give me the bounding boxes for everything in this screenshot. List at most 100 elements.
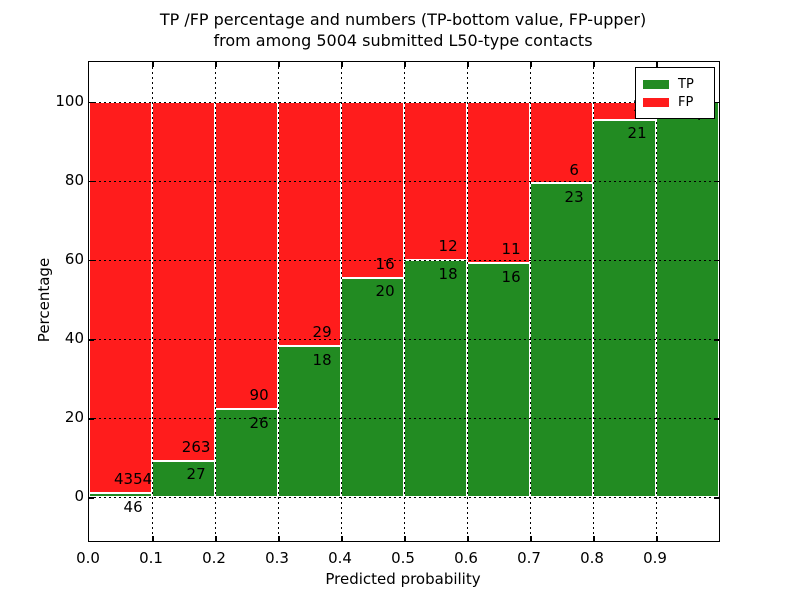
- y-tick-left: [89, 339, 94, 341]
- x-tick-top: [278, 62, 280, 67]
- y-tick-right: [714, 418, 719, 420]
- x-tick-bottom: [593, 536, 595, 541]
- fp-count-label: 90: [249, 385, 269, 404]
- x-tick-label: 0.3: [265, 549, 289, 567]
- x-tick-label: 0.5: [391, 549, 415, 567]
- x-tick-top: [656, 62, 658, 67]
- vertical-gridline: [467, 62, 468, 541]
- tp-count-label: 18: [312, 350, 332, 369]
- tp-bar-segment: [278, 345, 341, 498]
- y-tick-right: [714, 339, 719, 341]
- tp-count-label: 16: [501, 267, 521, 286]
- fp-count-label: 6: [569, 160, 579, 179]
- x-tick-top: [593, 62, 595, 67]
- fp-bar-segment: [467, 101, 530, 263]
- y-tick-label: 100: [55, 91, 84, 110]
- fp-bar-segment: [278, 101, 341, 346]
- x-tick-bottom: [341, 536, 343, 541]
- x-tick-bottom: [152, 536, 154, 541]
- tp-bar-segment: [467, 262, 530, 498]
- vertical-gridline: [278, 62, 279, 541]
- legend: TP FP: [635, 67, 715, 119]
- y-tick-right: [714, 259, 719, 262]
- y-tick-left: [89, 418, 94, 420]
- x-tick-label: 0.2: [202, 549, 226, 567]
- legend-entry-label: FP: [678, 95, 694, 110]
- tp-bar-segment: [152, 460, 215, 498]
- fp-count-label: 4354: [114, 470, 153, 489]
- fp-bar-segment: [341, 101, 404, 278]
- x-tick-label: 0.9: [643, 549, 667, 567]
- chart-title-line1: TP /FP percentage and numbers (TP-bottom…: [159, 10, 647, 29]
- y-tick-left: [89, 259, 94, 262]
- x-tick-top: [152, 62, 154, 67]
- legend-entry: TP: [643, 77, 707, 92]
- tp-bar-segment: [656, 101, 719, 498]
- y-tick-left: [89, 101, 94, 104]
- x-tick-top: [530, 62, 532, 67]
- fp-bar-segment: [89, 101, 152, 494]
- x-tick-label: 0.0: [76, 549, 100, 567]
- tp-count-label: 21: [627, 124, 647, 143]
- x-tick-label: 0.7: [517, 549, 541, 567]
- y-tick-right: [714, 180, 719, 183]
- tp-bar-segment: [341, 277, 404, 498]
- y-tick-label: 20: [64, 408, 84, 427]
- legend-entry: FP: [643, 95, 707, 110]
- x-tick-top: [467, 62, 469, 67]
- tp-bar-segment: [89, 493, 152, 498]
- vertical-gridline: [341, 62, 342, 541]
- x-tick-label: 0.8: [580, 549, 604, 567]
- tp-count-label: 23: [564, 188, 584, 207]
- x-tick-bottom: [278, 536, 280, 541]
- bars-layer: [89, 62, 719, 541]
- y-tick-label: 60: [64, 249, 84, 268]
- tp-bar-segment: [215, 408, 278, 498]
- y-tick-left: [89, 497, 94, 499]
- legend-entry-label: TP: [678, 77, 694, 92]
- vertical-gridline: [530, 62, 531, 541]
- x-tick-top: [404, 62, 406, 67]
- annotations-layer: 43544626327902629181620121811166231217: [89, 62, 719, 541]
- fp-count-label: 29: [312, 322, 332, 341]
- fp-count-label: 263: [181, 437, 211, 456]
- x-tick-bottom: [530, 536, 532, 541]
- tp-count-label: 20: [375, 282, 395, 301]
- fp-count-label: 16: [375, 254, 395, 273]
- x-axis-label: Predicted probability: [325, 570, 481, 588]
- vertical-gridline: [656, 62, 657, 541]
- grid-layer: [89, 62, 719, 541]
- x-tick-label: 0.6: [454, 549, 478, 567]
- vertical-gridline: [404, 62, 405, 541]
- fp-count-label: 11: [501, 240, 521, 258]
- fp-count-label: 12: [438, 237, 458, 256]
- x-tick-top: [215, 62, 217, 67]
- y-tick-right: [714, 101, 719, 104]
- tp-count-label: 26: [249, 413, 269, 432]
- x-tick-label: 0.1: [139, 549, 163, 567]
- tp-count-label: 27: [186, 465, 206, 484]
- fp-bar-segment: [215, 101, 278, 409]
- y-tick-left: [89, 180, 94, 183]
- x-tick-bottom: [215, 536, 217, 541]
- plot-area: 43544626327902629181620121811166231217 T…: [88, 61, 720, 542]
- x-tick-top: [341, 62, 343, 67]
- y-tick-right: [714, 497, 719, 499]
- x-tick-bottom: [404, 536, 406, 541]
- tp-count-label: 18: [438, 264, 458, 283]
- chart-title: TP /FP percentage and numbers (TP-bottom…: [88, 9, 718, 51]
- x-tick-label: 0.4: [328, 549, 352, 567]
- chart-title-line2: from among 5004 submitted L50-type conta…: [213, 31, 593, 50]
- tp-count-label: 46: [123, 498, 143, 517]
- x-tick-bottom: [656, 536, 658, 541]
- tp-legend-swatch: [643, 80, 669, 89]
- fp-legend-swatch: [643, 98, 669, 107]
- y-tick-label: 40: [64, 329, 84, 348]
- x-tick-bottom: [467, 536, 469, 541]
- vertical-gridline: [152, 62, 153, 541]
- y-tick-label: 0: [74, 487, 84, 506]
- vertical-gridline: [593, 62, 594, 541]
- vertical-gridline: [215, 62, 216, 541]
- y-tick-label: 80: [64, 170, 84, 189]
